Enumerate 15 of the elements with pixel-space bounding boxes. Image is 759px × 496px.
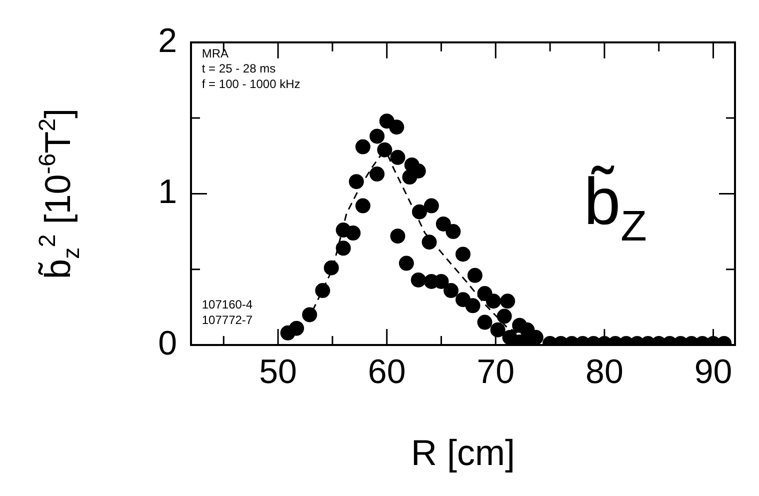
- x-tick-label: 50: [259, 352, 297, 391]
- annotation: t = 25 - 28 ms: [202, 62, 276, 76]
- x-tick-label: 80: [586, 352, 624, 391]
- x-tick-label: 70: [476, 352, 515, 391]
- y-tick-label: 0: [158, 324, 177, 362]
- x-tick-label: 90: [694, 352, 732, 391]
- annotation: f = 100 - 1000 kHz: [202, 76, 300, 91]
- y-tick-label: 1: [158, 173, 177, 212]
- annotation: 107160-4: [202, 298, 253, 312]
- x-tick-label: 60: [368, 352, 406, 391]
- y-axis-title: b̃z2 [10-6T2]: [34, 108, 84, 279]
- y-tick-label: 2: [158, 22, 177, 60]
- annotation: MRA: [202, 46, 229, 61]
- x-axis-title: R [cm]: [411, 432, 516, 473]
- annotation: 107772-7: [202, 312, 253, 327]
